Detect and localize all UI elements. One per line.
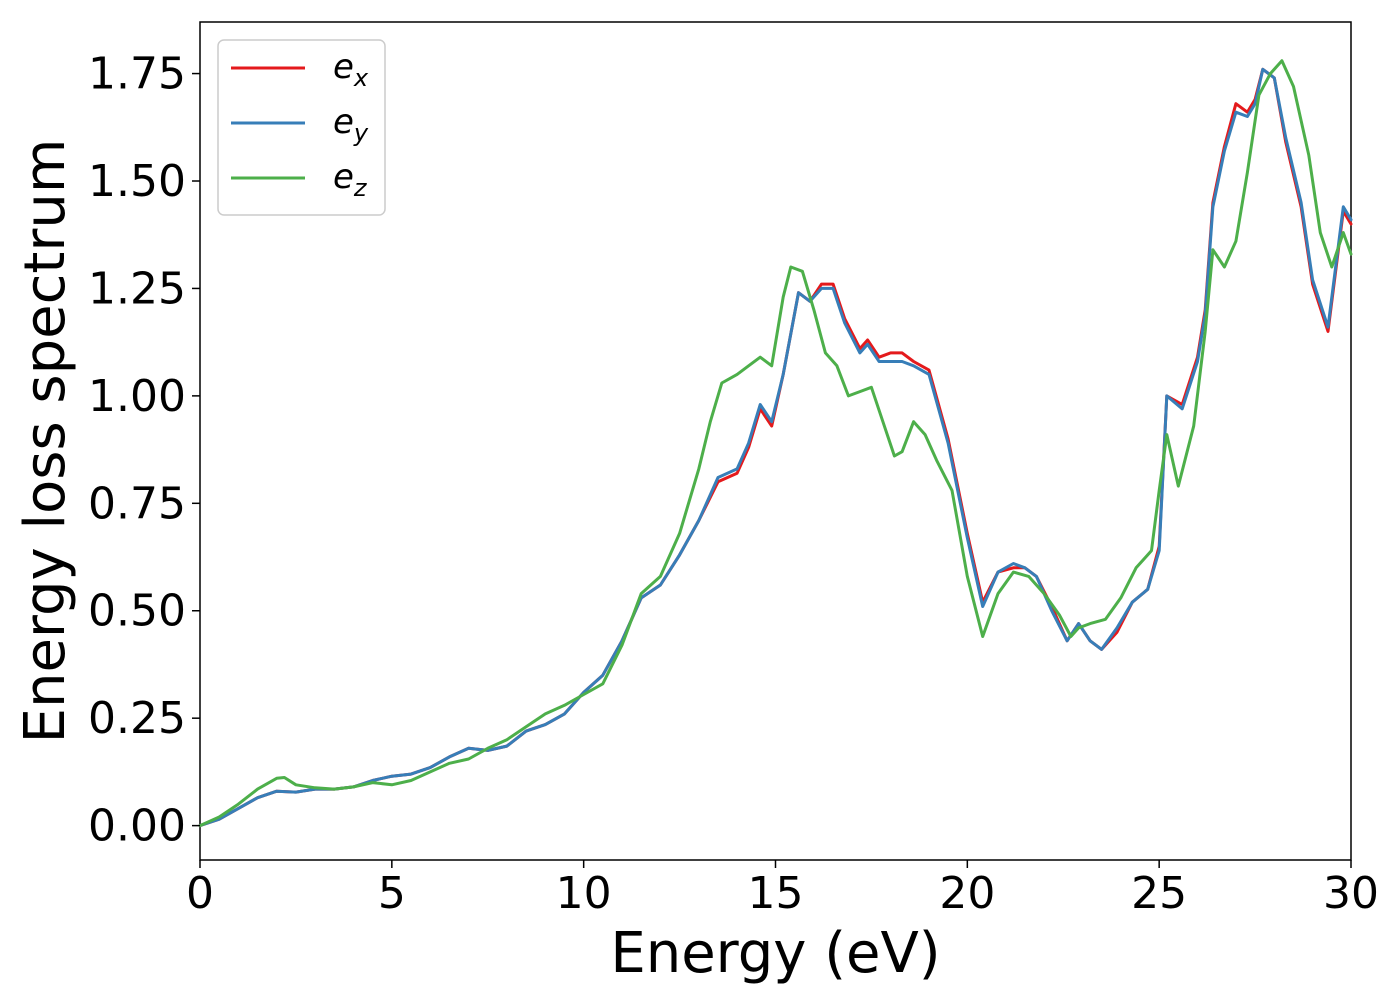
series-line-y	[198, 67, 1353, 828]
x-tick-label: 5	[378, 868, 406, 919]
x-tick-label: 20	[939, 868, 995, 919]
y-tick-label: 1.25	[88, 263, 186, 314]
series-layer	[198, 59, 1353, 828]
x-tick-label: 15	[748, 868, 804, 919]
y-tick-label: 0.75	[88, 478, 186, 529]
legend-label-x: ex	[333, 47, 369, 92]
y-tick-label: 1.75	[88, 49, 186, 100]
y-tick-label: 1.50	[88, 156, 186, 207]
x-tick-label: 10	[556, 868, 612, 919]
legend-box	[217, 39, 386, 216]
y-tick-label: 0.00	[88, 801, 186, 852]
y-tick-label: 1.00	[88, 371, 186, 422]
y-tick-label: 0.50	[88, 586, 186, 637]
x-tick-label: 0	[186, 868, 214, 919]
series-line-z	[198, 59, 1353, 828]
x-axis: 0 5 10 15 20 25 30	[186, 860, 1379, 919]
legend: ex ey ez	[217, 39, 386, 216]
legend-label-y: ey	[333, 102, 369, 147]
x-tick-label: 25	[1131, 868, 1187, 919]
x-tick-label: 30	[1323, 868, 1379, 919]
y-axis-label: Energy loss spectrum	[13, 139, 78, 744]
x-axis-label: Energy (eV)	[610, 921, 940, 986]
legend-label-z: ez	[333, 157, 368, 202]
y-axis: 0.00 0.25 0.50 0.75 1.00 1.25 1.50 1.75	[88, 49, 200, 852]
y-tick-label: 0.25	[88, 693, 186, 744]
